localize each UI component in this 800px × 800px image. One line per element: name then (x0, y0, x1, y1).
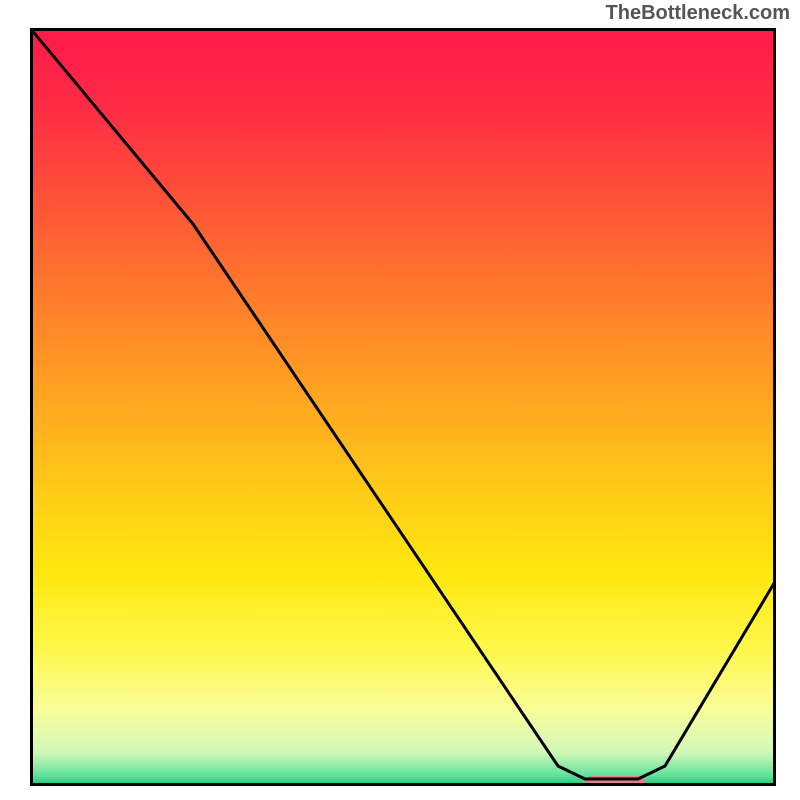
gradient-fill (30, 28, 776, 786)
plot-area (30, 28, 776, 786)
watermark-text: TheBottleneck.com (606, 2, 790, 25)
plot-svg (30, 28, 776, 786)
chart-stage: TheBottleneck.com (0, 0, 800, 800)
